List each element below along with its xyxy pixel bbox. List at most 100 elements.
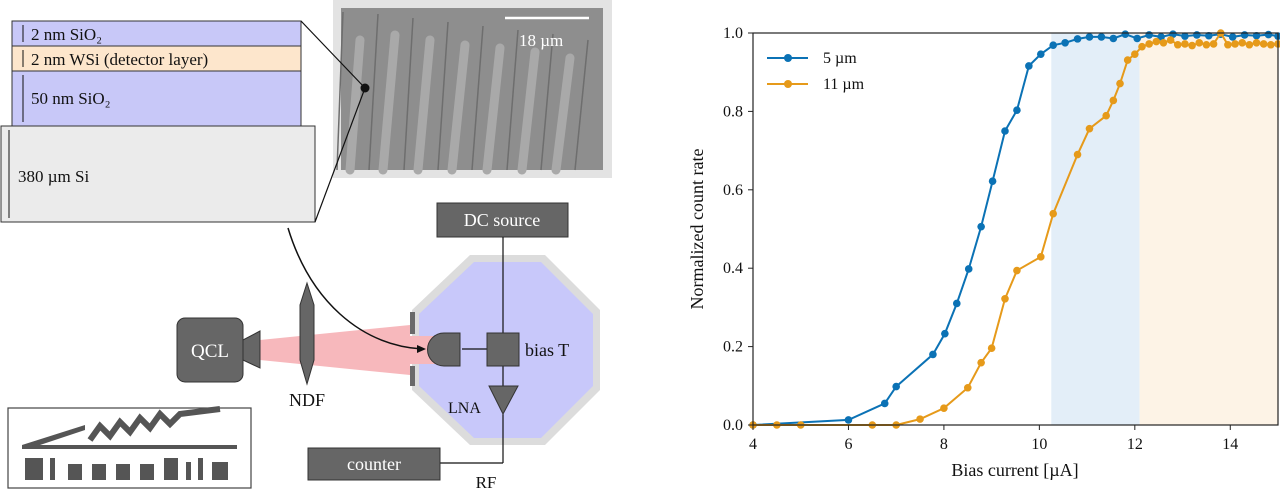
data-point-1-11: [1013, 266, 1021, 275]
layer-label-si: 380 µm Si: [18, 167, 89, 186]
data-point-1-24: [1159, 39, 1168, 47]
counter-box: [307, 447, 441, 481]
detector-icon: [427, 332, 461, 367]
crocodile-logo: [7, 406, 252, 489]
data-point-1-34: [1231, 40, 1239, 48]
data-point-0-26: [1193, 31, 1201, 39]
ndf-label: NDF: [289, 390, 325, 410]
data-point-1-19: [1123, 56, 1132, 64]
data-point-1-33: [1224, 40, 1232, 49]
data-point-1-13: [1049, 209, 1058, 218]
data-point-1-35: [1238, 39, 1247, 47]
data-point-0-25: [1181, 32, 1189, 40]
bias-t-box: [486, 332, 520, 367]
data-point-1-22: [1145, 40, 1153, 48]
data-point-1-18: [1116, 79, 1124, 88]
layer-label-sio2-top: 2 nm SiO₂: [31, 25, 102, 44]
data-point-0-14: [1049, 41, 1058, 49]
plot-frame: [752, 32, 1279, 426]
layer-stack: 2 nm SiO₂ 2 nm WSi (detector layer) 50 n…: [0, 20, 316, 223]
y-tick-label: 0.2: [723, 339, 743, 356]
data-point-0-18: [1097, 33, 1106, 41]
data-point-1-27: [1181, 40, 1189, 48]
data-point-0-12: [1025, 62, 1033, 70]
data-point-1-36: [1245, 40, 1254, 49]
data-point-0-16: [1073, 35, 1082, 43]
data-point-0-3: [892, 382, 900, 391]
data-point-0-13: [1036, 50, 1045, 58]
data-point-0-23: [1157, 33, 1165, 41]
sem-image: 18 µm: [333, 0, 612, 178]
dc-source-label: DC source: [464, 210, 540, 230]
data-point-1-21: [1138, 42, 1146, 51]
data-point-0-22: [1145, 31, 1153, 39]
data-point-0-32: [1264, 30, 1273, 39]
data-point-0-11: [1013, 106, 1021, 115]
data-point-0-19: [1109, 34, 1118, 43]
data-point-1-26: [1173, 40, 1182, 49]
wiring: [440, 237, 504, 464]
data-point-1-5: [916, 415, 924, 423]
data-point-1-16: [1102, 111, 1110, 120]
data-point-0-9: [988, 177, 997, 185]
data-point-0-24: [1169, 30, 1177, 38]
data-point-1-38: [1259, 40, 1268, 48]
lna-triangle: [488, 385, 519, 416]
shaded-region-1: [1139, 33, 1278, 425]
count-rate-chart: 4 6 8 10 12 14 0.0 0.2 0.4 0.6 0.8 1.0 Bias current…: [687, 25, 1280, 480]
layer-wsi: [11, 45, 302, 72]
data-point-1-20: [1131, 50, 1139, 58]
legend-label-5um: 5 µm: [823, 50, 857, 67]
scale-bar-label: 18 µm: [519, 31, 563, 50]
data-point-1-25: [1166, 36, 1175, 44]
data-point-0-10: [1001, 127, 1009, 135]
data-point-0-20: [1121, 30, 1130, 38]
bias-t-label: bias T: [525, 340, 569, 360]
qcl-label: QCL: [191, 341, 229, 362]
data-point-1-28: [1188, 41, 1196, 50]
data-point-0-2: [880, 399, 889, 408]
nanowire-meanders: [345, 30, 575, 175]
rf-label: RF: [476, 473, 497, 490]
y-tick-label: 0.8: [723, 103, 743, 120]
data-point-0-5: [941, 329, 949, 338]
data-point-1-10: [1001, 294, 1009, 303]
arrow-to-detector: [287, 227, 423, 350]
data-point-1-14: [1073, 150, 1082, 159]
aperture: [410, 312, 415, 386]
x-tick-label: 12: [1127, 436, 1143, 453]
legend: 5 µm 11 µm: [767, 50, 865, 93]
data-point-1-23: [1152, 37, 1161, 46]
layer-sio2-50: [11, 70, 302, 127]
data-point-0-7: [964, 265, 973, 273]
shaded-region-0: [1051, 33, 1140, 425]
data-point-1-7: [963, 383, 972, 392]
data-point-1-15: [1085, 124, 1094, 133]
qcl-nozzle: [242, 330, 261, 369]
y-axis-label: Normalized count rate: [687, 149, 707, 310]
data-point-1-39: [1267, 40, 1275, 49]
data-point-0-21: [1133, 34, 1142, 43]
x-tick-label: 8: [940, 436, 948, 453]
data-point-0-6: [952, 299, 961, 308]
layer-label-wsi: 2 nm WSi (detector layer): [31, 50, 208, 69]
data-point-0-15: [1061, 39, 1069, 47]
layer-sio2-top: [11, 20, 302, 47]
zoom-lines: [300, 20, 366, 223]
data-point-1-30: [1202, 40, 1211, 49]
data-point-0-30: [1240, 31, 1249, 39]
data-point-0-31: [1252, 31, 1261, 40]
layer-si: [0, 125, 316, 223]
series-line-0: [752, 33, 1279, 426]
thickness-arrows: [8, 25, 24, 218]
laser-beam: [260, 325, 410, 375]
y-tick-label: 1.0: [723, 25, 743, 42]
data-point-0-4: [929, 350, 937, 359]
data-point-1-29: [1195, 39, 1204, 47]
data-point-0-29: [1228, 33, 1237, 41]
data-point-0-1: [844, 416, 853, 424]
data-point-1-37: [1252, 39, 1261, 47]
y-tick-label: 0.4: [723, 260, 743, 277]
x-tick-label: 6: [844, 436, 852, 453]
